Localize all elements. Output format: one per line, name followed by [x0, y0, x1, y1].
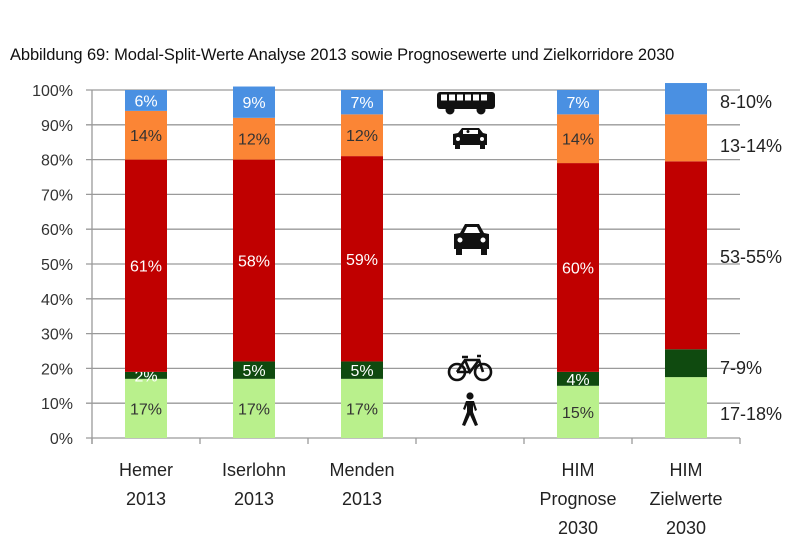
bar-segment-fu- — [557, 385, 599, 438]
bar-segment-miv-fahrer — [233, 159, 275, 362]
bicycle-icon — [447, 354, 493, 382]
data-label: 17% — [130, 401, 162, 418]
data-label: 12% — [238, 132, 270, 149]
data-label: 7% — [350, 95, 373, 112]
data-label: 5% — [242, 363, 265, 380]
bars: 17%2%61%14%6%17%5%58%12%9%17%5%59%12%7%1… — [125, 83, 707, 438]
data-label: 5% — [350, 363, 373, 380]
bar-segment--pnv — [125, 90, 167, 111]
bar-stack: 15% 4% 60% 14% 7% — [557, 90, 599, 438]
x-category-label: HIM — [562, 460, 595, 480]
target-range-label: 13-14% — [720, 136, 782, 156]
x-category-label: Zielwerte — [649, 489, 722, 509]
x-category-label: 2013 — [342, 489, 382, 509]
y-tick-label: 70% — [41, 187, 73, 204]
x-category-label: Hemer — [119, 460, 173, 480]
figure-title: Abbildung 69: Modal-Split-Werte Analyse … — [10, 46, 675, 64]
car-icon — [454, 224, 489, 255]
bar-segment-rad — [341, 361, 383, 379]
bar-stack — [665, 83, 707, 438]
bar-segment-miv-mitfahrer — [341, 114, 383, 157]
bar-segment-miv-fahrer — [341, 156, 383, 362]
data-label: 61% — [130, 259, 162, 276]
bus-icon — [437, 92, 495, 115]
bar-segment--pnv — [665, 83, 707, 115]
data-label: 12% — [346, 128, 378, 145]
x-category-label: Menden — [329, 460, 394, 480]
bar-segment-miv-fahrer — [557, 163, 599, 372]
x-category-label: Prognose — [539, 489, 616, 509]
y-tick-label: 30% — [41, 327, 73, 344]
bar-segment--pnv — [557, 90, 599, 115]
x-axis-labels: Hemer 2013 Iserlohn 2013 Menden 2013 HIM Progno… — [119, 460, 723, 538]
data-label: 58% — [238, 254, 270, 271]
bar-segment-miv-mitfahrer — [665, 114, 707, 162]
bar-segment-miv-mitfahrer — [233, 117, 275, 160]
bar-segment--pnv — [233, 86, 275, 118]
target-range-label: 8-10% — [720, 92, 772, 112]
data-label: 14% — [130, 128, 162, 145]
data-label: 60% — [562, 260, 594, 277]
bar-segment-rad — [665, 349, 707, 378]
bar-segment-miv-mitfahrer — [557, 114, 599, 164]
bar-stack: 17% 5% 59% 12% 7% — [341, 90, 383, 438]
y-tick-label: 100% — [32, 83, 73, 100]
y-tick-label: 90% — [41, 118, 73, 135]
data-label: 14% — [562, 132, 594, 149]
bar-segment-rad — [125, 371, 167, 379]
data-label: 6% — [134, 93, 157, 110]
x-category-label: 2013 — [126, 489, 166, 509]
data-label: 9% — [242, 95, 265, 112]
data-label: 59% — [346, 252, 378, 269]
pedestrian-icon — [462, 392, 478, 426]
bar-segment-miv-mitfahrer — [125, 110, 167, 160]
data-label: 7% — [566, 95, 589, 112]
x-category-label: 2030 — [666, 518, 706, 538]
data-label: 17% — [346, 401, 378, 418]
x-category-label: Iserlohn — [222, 460, 286, 480]
target-range-label: 7-9% — [720, 358, 762, 378]
data-label: 15% — [562, 405, 594, 422]
x-category-label: 2030 — [558, 518, 598, 538]
target-range-label: 17-18% — [720, 404, 782, 424]
bar-segment-fu- — [341, 378, 383, 438]
bar-stack: 17% 5% 58% 12% 9% — [233, 86, 275, 438]
data-label: 2% — [134, 368, 157, 385]
car-passenger-icon — [453, 128, 487, 149]
y-tick-label: 40% — [41, 292, 73, 309]
y-axis-ticks: 0% 10% 20% 30% 40% 50% 60% 70% 80% 90% 100% — [32, 83, 73, 448]
bar-segment--pnv — [341, 90, 383, 115]
y-tick-label: 10% — [41, 396, 73, 413]
bar-segment-fu- — [233, 378, 275, 438]
data-label: 17% — [238, 401, 270, 418]
y-tick-label: 60% — [41, 222, 73, 239]
target-range-label: 53-55% — [720, 247, 782, 267]
gridlines — [86, 89, 741, 444]
y-tick-label: 50% — [41, 257, 73, 274]
bar-segment-miv-fahrer — [125, 159, 167, 372]
bar-segment-fu- — [125, 378, 167, 438]
bar-stack: 17% 2% 61% 14% 6% — [125, 90, 167, 438]
data-label: 4% — [566, 372, 589, 389]
y-tick-label: 0% — [50, 431, 73, 448]
bar-segment-rad — [557, 371, 599, 386]
bar-segment-rad — [233, 361, 275, 379]
bar-segment-fu- — [665, 377, 707, 438]
y-tick-label: 20% — [41, 361, 73, 378]
x-category-label: 2013 — [234, 489, 274, 509]
bar-segment-miv-fahrer — [665, 161, 707, 350]
x-category-label: HIM — [670, 460, 703, 480]
y-tick-label: 80% — [41, 153, 73, 170]
target-range-labels: 8-10% 13-14% 53-55% 7-9% 17-18% — [720, 92, 782, 424]
